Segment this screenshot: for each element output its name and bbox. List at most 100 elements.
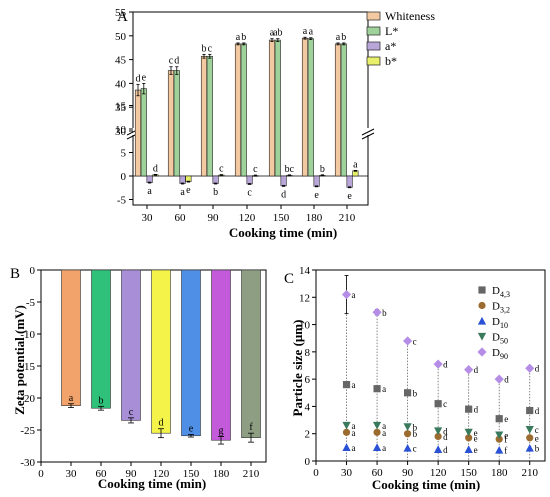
panel-b-x-tick-label: 30 [66, 468, 78, 480]
panel-c-data-point [342, 421, 351, 430]
panel-c-data-point [372, 443, 382, 451]
panel-c-data-point [465, 434, 473, 442]
panel-c-data-point [525, 443, 534, 452]
panel-c-data-point [495, 415, 503, 423]
panel-c-data-point [403, 443, 412, 452]
panel-a-x-tick-label: 120 [239, 212, 256, 224]
panel-b-x-tick-label: 0 [38, 468, 44, 480]
panel-c-data-point [464, 364, 474, 375]
panel-b-x-tick-label: 180 [213, 468, 230, 480]
panel-a-y-tick-label: 15 [115, 101, 127, 113]
panel-a-legend-label: Whiteness [385, 9, 435, 23]
panel-a-significance-letter: d [174, 56, 179, 67]
panel-c-significance-letter: a [352, 443, 356, 453]
panel-c-significance-letter: e [474, 445, 478, 455]
panel-c-significance-letter: a [382, 443, 386, 453]
panel-c-label: C [284, 271, 294, 287]
panel-c-y-tick-label: 14 [299, 265, 311, 277]
panel-c-legend-label-subscript: 3,2 [500, 306, 510, 315]
panel-b-x-tick-label: 120 [153, 468, 170, 480]
panel-c-data-point [341, 289, 352, 300]
panel-c-significance-letter: d [535, 364, 540, 374]
panel-a-significance-letter: e [142, 72, 147, 83]
panel-b-y-tick-label: -25 [20, 425, 35, 437]
panel-a-legend-swatch [366, 41, 381, 51]
panel-a-bar [140, 88, 147, 177]
panel-c-y-tick-label: 4 [305, 401, 311, 413]
panel-c-significance-letter: f [504, 446, 507, 456]
panel-a-significance-letter: c [253, 164, 258, 175]
panel-b-bar [61, 269, 81, 406]
panel-c-y-tick-label: 8 [305, 347, 311, 359]
panel-a-significance-letter: d [281, 189, 286, 200]
panel-a-plot-frame [132, 11, 369, 206]
panel-a-significance-letter: bc [285, 164, 295, 175]
panel-c-data-point [342, 443, 351, 451]
panel-b-bar [241, 269, 261, 438]
panel-c-x-tick-label: 0 [313, 467, 319, 479]
panel-a-significance-letter: a [303, 26, 308, 37]
panel-b-x-tick-label: 60 [96, 468, 108, 480]
panel-c-x-tick-label: 90 [402, 467, 414, 479]
panel-c-legend-label-main: D [492, 332, 500, 344]
panel-c-significance-letter: f [504, 435, 507, 445]
panel-a-significance-letter: d [136, 73, 141, 84]
panel-b-y-tick-label: -5 [26, 297, 36, 309]
panel-a-bar [340, 43, 347, 177]
panel-a-y-tick-label: 0 [121, 171, 127, 183]
panel-b-y-tick-label: 0 [30, 265, 36, 277]
panel-c-legend-marker [478, 286, 486, 294]
panel-b-bar [151, 269, 171, 434]
panel-c-data-point [526, 434, 534, 442]
panel-a-significance-letter: a [336, 32, 341, 43]
panel-a-y-tick-label: 40 [115, 78, 127, 90]
panel-c-data-point [494, 374, 504, 384]
panel-c-data-point [433, 359, 443, 369]
panel-a-y-tick-label: 5 [121, 148, 127, 160]
panel-b-x-tick-label: 150 [183, 468, 200, 480]
panel-b-bar [211, 269, 231, 441]
panel-c-data-point [525, 426, 534, 434]
panel-a-bar [212, 175, 219, 184]
panel-b-y-tick-label: -10 [20, 329, 35, 341]
panel-b-y-tick-label: -15 [20, 361, 35, 373]
panel-c-data-point [434, 445, 443, 454]
panel-a-significance-letter: b [241, 32, 246, 43]
panel-b-bar [121, 269, 141, 421]
panel-c-data-point [434, 427, 443, 436]
panel-c-data-point [403, 423, 412, 431]
panel-b-bar [91, 269, 111, 409]
panel-c-significance-letter: d [443, 445, 448, 455]
panel-c-data-point [373, 385, 381, 393]
panel-c-significance-letter: b [413, 429, 418, 439]
panel-c-legend-marker [478, 301, 486, 310]
panel-c-significance-letter: e [474, 428, 478, 438]
panel-a-bar [246, 175, 253, 185]
panel-c-data-point [465, 405, 473, 413]
panel-a-significance-letter: b [341, 32, 346, 43]
panel-a-y-tick-label: 35 [115, 102, 127, 114]
panel-a-y-tick-label: 50 [115, 31, 127, 43]
panel-c-significance-letter: a [382, 428, 386, 438]
panel-c-legend-label-main: D [492, 316, 500, 328]
panel-c-significance-letter: b [413, 388, 418, 398]
panel-a-bar [146, 175, 153, 183]
panel-b-x-tick-label: 210 [243, 468, 260, 480]
panel-b-significance-letter: g [219, 425, 224, 436]
panel-c-legend-label-subscript: 50 [500, 337, 508, 346]
panel-c-significance-letter: c [413, 444, 417, 454]
panel-c-significance-letter: d [443, 432, 448, 442]
panel-c-data-point [373, 428, 381, 436]
panel-c-significance-letter: a [352, 428, 356, 438]
panel-c-x-tick-label: 120 [430, 467, 447, 479]
panel-a-legend-label: L* [385, 24, 398, 38]
panel-c-legend-label-main: D [492, 285, 500, 297]
panel-c-significance-letter: e [535, 433, 539, 443]
panel-a-significance-letter: a [147, 186, 152, 197]
panel-c-data-point [464, 428, 473, 437]
panel-a-bar [307, 38, 314, 177]
panel-c-data-point [434, 400, 442, 408]
panel-a-legend-swatch [366, 56, 381, 66]
